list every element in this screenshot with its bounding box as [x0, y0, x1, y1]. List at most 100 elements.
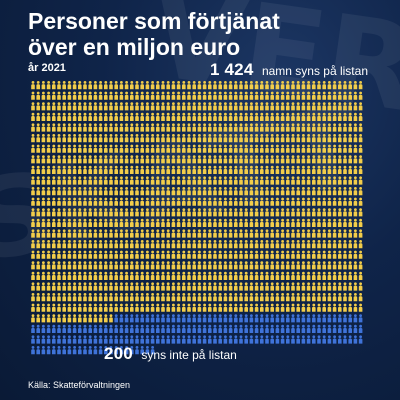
- person-icon-shown: [31, 229, 35, 238]
- person-icon-hidden: [249, 314, 254, 323]
- person-icon-shown: [67, 271, 72, 280]
- person-icon-shown: [135, 218, 139, 227]
- person-icon-shown: [249, 123, 254, 132]
- person-icon-shown: [327, 165, 332, 174]
- person-icon-shown: [270, 91, 274, 100]
- person-icon-shown: [249, 155, 254, 164]
- person-icon-shown: [156, 176, 160, 185]
- person-icon-shown: [156, 155, 160, 164]
- person-icon-shown: [67, 134, 72, 143]
- person-icon-shown: [322, 271, 326, 280]
- person-icon-shown: [171, 282, 176, 291]
- person-icon-shown: [270, 293, 274, 302]
- person-icon-hidden: [192, 335, 196, 344]
- person-icon-hidden: [46, 346, 51, 355]
- person-icon-hidden: [228, 314, 233, 323]
- person-icon-shown: [358, 155, 363, 164]
- person-icon-shown: [114, 112, 118, 121]
- person-icon-shown: [124, 250, 129, 259]
- person-icon-shown: [343, 144, 347, 153]
- person-icon-shown: [301, 229, 306, 238]
- person-icon-hidden: [202, 335, 207, 344]
- person-icon-shown: [145, 176, 150, 185]
- person-icon-shown: [306, 218, 311, 227]
- person-icon-shown: [83, 282, 87, 291]
- person-icon-shown: [41, 91, 46, 100]
- person-icon-shown: [332, 91, 337, 100]
- person-icon-shown: [343, 81, 347, 90]
- person-icon-shown: [234, 293, 238, 302]
- person-icon-shown: [83, 208, 87, 217]
- person-icon-shown: [41, 208, 46, 217]
- person-icon-shown: [312, 123, 316, 132]
- person-icon-shown: [182, 240, 186, 249]
- person-icon-shown: [119, 91, 124, 100]
- person-icon-shown: [327, 303, 332, 312]
- person-icon-shown: [291, 293, 295, 302]
- person-icon-shown: [83, 81, 87, 90]
- person-icon-shown: [140, 112, 144, 121]
- person-icon-shown: [145, 102, 150, 111]
- person-icon-shown: [275, 229, 280, 238]
- person-icon-shown: [254, 81, 259, 90]
- person-icon-hidden: [306, 324, 311, 333]
- person-icon-shown: [244, 112, 248, 121]
- person-icon-hidden: [317, 335, 321, 344]
- person-icon-hidden: [156, 324, 160, 333]
- person-icon-shown: [270, 102, 274, 111]
- person-icon-hidden: [36, 335, 40, 344]
- person-icon-shown: [270, 240, 274, 249]
- person-icon-shown: [88, 293, 92, 302]
- person-icon-shown: [197, 240, 202, 249]
- person-icon-shown: [41, 102, 46, 111]
- person-icon-shown: [57, 282, 61, 291]
- person-icon-shown: [223, 218, 228, 227]
- person-icon-hidden: [72, 346, 77, 355]
- person-icon-shown: [98, 81, 103, 90]
- person-icon-shown: [88, 250, 92, 259]
- person-icon-shown: [312, 261, 316, 270]
- person-icon-shown: [291, 155, 295, 164]
- person-icon-shown: [332, 261, 337, 270]
- person-icon-shown: [286, 208, 290, 217]
- person-icon-shown: [187, 261, 191, 270]
- person-icon-shown: [109, 303, 113, 312]
- person-icon-shown: [83, 314, 87, 323]
- person-icon-shown: [218, 197, 222, 206]
- person-icon-shown: [265, 240, 269, 249]
- person-icon-shown: [36, 91, 40, 100]
- person-icon-hidden: [145, 314, 150, 323]
- person-icon-shown: [166, 229, 170, 238]
- person-icon-shown: [52, 250, 56, 259]
- person-icon-shown: [343, 155, 347, 164]
- person-icon-shown: [249, 261, 254, 270]
- person-icon-shown: [187, 91, 191, 100]
- person-icon-shown: [343, 102, 347, 111]
- person-icon-shown: [265, 303, 269, 312]
- shown-label: namn syns på listan: [261, 64, 368, 78]
- person-icon-shown: [291, 261, 295, 270]
- person-icon-shown: [348, 218, 352, 227]
- person-icon-shown: [46, 261, 51, 270]
- person-icon-shown: [119, 144, 124, 153]
- person-icon-shown: [52, 218, 56, 227]
- person-icon-shown: [332, 271, 337, 280]
- person-icon-shown: [182, 155, 186, 164]
- person-icon-shown: [280, 197, 285, 206]
- person-icon-shown: [62, 208, 66, 217]
- person-icon-shown: [46, 81, 51, 90]
- person-icon-shown: [260, 197, 264, 206]
- person-icon-shown: [72, 155, 77, 164]
- person-icon-shown: [358, 293, 363, 302]
- person-icon-shown: [228, 165, 233, 174]
- person-icon-shown: [109, 314, 113, 323]
- person-icon-shown: [145, 112, 150, 121]
- person-icon-shown: [358, 229, 363, 238]
- person-icon-shown: [83, 134, 87, 143]
- person-icon-shown: [93, 123, 98, 132]
- person-icon-shown: [234, 176, 238, 185]
- person-icon-shown: [306, 229, 311, 238]
- person-icon-shown: [353, 134, 358, 143]
- person-icon-shown: [52, 293, 56, 302]
- person-icon-hidden: [52, 346, 56, 355]
